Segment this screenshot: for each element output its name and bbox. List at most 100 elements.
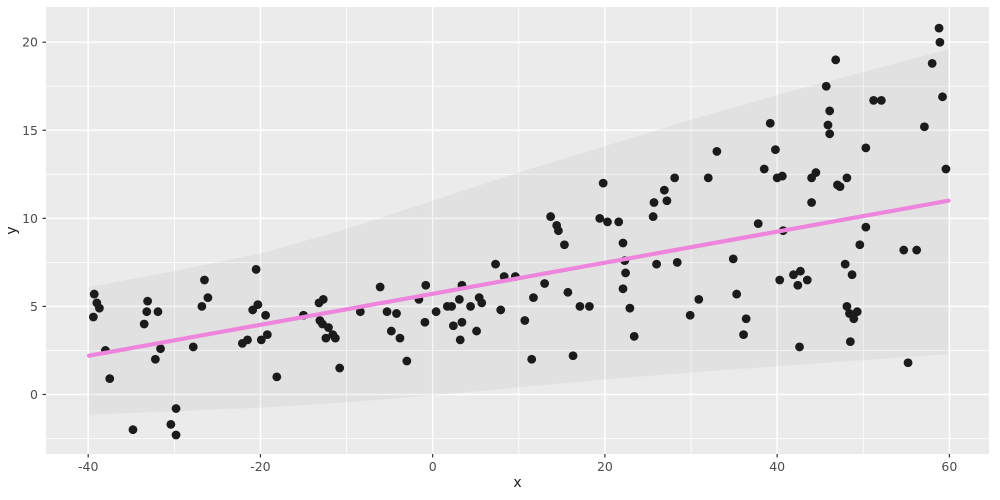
data-point	[625, 303, 635, 313]
data-point	[795, 342, 804, 352]
data-point	[662, 196, 672, 206]
data-point	[94, 303, 104, 313]
data-point	[105, 374, 115, 384]
data-point	[732, 289, 742, 299]
data-point	[89, 289, 99, 299]
data-point	[321, 333, 331, 343]
data-point	[821, 81, 831, 91]
y-tick-label: 15	[22, 123, 38, 138]
data-point	[847, 270, 857, 280]
data-point	[171, 404, 181, 413]
x-tick-label: 0	[429, 459, 437, 474]
data-point	[849, 314, 859, 324]
data-point	[765, 118, 775, 128]
data-point	[477, 298, 487, 308]
data-point	[472, 326, 481, 336]
data-point	[546, 212, 556, 221]
data-point	[402, 356, 412, 366]
data-point	[324, 323, 333, 332]
data-point	[831, 55, 841, 65]
data-point	[585, 302, 594, 311]
data-point	[703, 173, 713, 183]
data-point	[455, 335, 465, 345]
x-tick-label: -20	[250, 459, 270, 474]
data-point	[825, 129, 835, 139]
data-point	[621, 268, 630, 278]
x-axis-title: x	[513, 475, 521, 491]
data-point	[166, 420, 176, 429]
data-point	[672, 257, 682, 267]
data-point	[527, 354, 537, 364]
data-point	[685, 310, 695, 320]
x-tick-label: 60	[941, 459, 957, 474]
confidence-band	[89, 49, 949, 415]
data-point	[563, 287, 573, 297]
data-point	[382, 307, 392, 317]
data-point	[560, 240, 569, 250]
data-point	[466, 302, 475, 311]
data-point	[200, 275, 209, 285]
data-point	[649, 198, 659, 207]
data-point	[861, 143, 871, 153]
data-point	[659, 185, 669, 195]
data-point	[941, 164, 951, 174]
y-tick-label: 20	[22, 35, 38, 50]
data-point	[248, 305, 258, 315]
data-point	[670, 173, 680, 183]
data-point	[796, 266, 805, 276]
data-points	[88, 23, 951, 440]
data-point	[143, 296, 153, 306]
data-point	[457, 317, 467, 327]
y-tick-label: 0	[30, 387, 38, 402]
data-point	[330, 333, 340, 343]
data-point	[712, 147, 722, 156]
data-point	[318, 294, 328, 304]
data-point	[899, 245, 909, 255]
data-point	[554, 226, 563, 236]
data-point	[243, 335, 252, 345]
data-point	[793, 280, 803, 290]
data-point	[777, 171, 787, 181]
data-point	[938, 92, 947, 102]
data-point	[694, 294, 704, 304]
data-point	[529, 293, 538, 303]
x-tick-label: 20	[597, 459, 613, 474]
data-point	[421, 280, 431, 290]
data-point	[652, 259, 661, 269]
regression-line-layer	[86, 198, 951, 358]
data-point	[392, 309, 401, 318]
data-point	[139, 319, 149, 329]
data-point	[598, 178, 608, 188]
data-point	[618, 284, 628, 294]
data-point	[142, 307, 152, 317]
data-point	[903, 358, 913, 368]
data-point	[88, 312, 98, 322]
data-point	[128, 425, 138, 435]
major-gridlines	[46, 7, 989, 454]
data-point	[935, 37, 945, 47]
data-point	[153, 307, 163, 317]
data-point	[335, 363, 345, 373]
data-point	[256, 335, 266, 345]
data-point	[614, 217, 624, 227]
data-point	[272, 372, 282, 382]
data-point	[823, 120, 833, 130]
data-point	[447, 302, 457, 311]
data-point	[869, 95, 879, 105]
data-point	[197, 302, 207, 311]
data-point	[261, 310, 271, 320]
regression-line	[86, 198, 951, 358]
data-point	[188, 342, 198, 352]
data-point	[454, 294, 464, 304]
data-point	[835, 182, 845, 192]
data-point	[262, 330, 272, 339]
y-axis-title: y	[4, 226, 20, 234]
data-point	[739, 330, 748, 339]
y-axis: 0 5 10 15 20	[22, 35, 46, 402]
data-point	[171, 430, 181, 440]
data-point	[568, 351, 578, 361]
data-point	[771, 145, 780, 155]
data-point	[496, 305, 506, 315]
